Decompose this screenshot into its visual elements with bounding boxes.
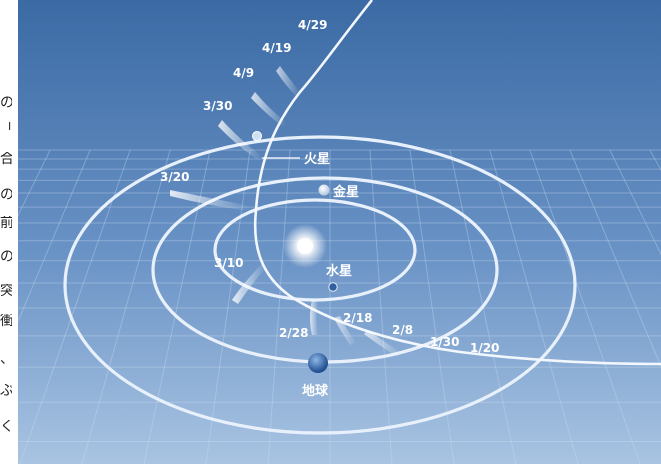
- side-text-fragment: 「: [0, 122, 12, 136]
- comet-tail: [364, 330, 402, 357]
- earth-label: 地球: [302, 383, 329, 399]
- date-label-4-19: 4/19: [262, 41, 291, 55]
- date-label-1-20: 1/20: [470, 341, 499, 355]
- mercury-planet: [328, 282, 338, 292]
- mercury-label: 水星: [326, 263, 352, 279]
- grid-line: [569, 149, 661, 368]
- side-text-strip: の 「 合 の 前 の 突 衝 、 ぶ く: [0, 0, 18, 464]
- comet-tail: [310, 300, 318, 335]
- venus-planet: [318, 184, 330, 196]
- side-text-fragment: 、: [0, 352, 12, 366]
- mercury-orbit: [213, 198, 417, 302]
- date-label-2-18: 2/18: [343, 311, 372, 325]
- side-text-fragment: の: [0, 188, 12, 202]
- mars-label: 火星: [304, 152, 330, 167]
- grid-line: [0, 149, 91, 366]
- side-text-fragment: く: [0, 420, 12, 434]
- date-label-3-10: 3/10: [214, 256, 243, 270]
- comet-tail: [251, 92, 286, 126]
- side-text-fragment: の: [0, 96, 12, 110]
- grid-line: [529, 149, 641, 464]
- date-label-1-30: 1/30: [430, 335, 459, 349]
- grid-line: [369, 149, 393, 464]
- side-text-fragment: ぶ: [0, 384, 12, 398]
- comet-tail: [276, 66, 300, 96]
- side-text-fragment: の: [0, 250, 12, 264]
- side-text-fragment: 突: [0, 284, 12, 298]
- comet-tail: [218, 120, 262, 160]
- comet-tail: [334, 316, 356, 345]
- grid-line: [19, 149, 131, 464]
- side-text-fragment: 前: [0, 216, 12, 230]
- grid-line: [609, 149, 661, 256]
- comet-trajectory: [253, 0, 661, 366]
- grid-line: [205, 149, 251, 464]
- side-text-fragment: 合: [0, 152, 12, 166]
- earth-orbit: [63, 135, 577, 435]
- sun: [297, 238, 313, 254]
- venus-label: 金星: [332, 184, 359, 200]
- date-label-3-20: 3/20: [160, 170, 189, 184]
- date-label-2-8: 2/8: [392, 323, 413, 337]
- date-label-4-29: 4/29: [298, 18, 327, 32]
- date-label-2-28: 2/28: [279, 326, 308, 340]
- side-text-fragment: 衝: [0, 314, 12, 328]
- date-label-4-9: 4/9: [233, 66, 254, 80]
- date-label-3-30: 3/30: [203, 99, 232, 113]
- comet-tail: [170, 190, 250, 211]
- grid-line: [409, 149, 455, 464]
- mars-planet: [252, 131, 262, 141]
- grid-line: [0, 149, 51, 254]
- earth-planet: [308, 353, 328, 373]
- grid-line: [489, 149, 579, 464]
- grid-line: [81, 149, 171, 464]
- comet-tails: [170, 66, 402, 357]
- comet-tail: [232, 264, 266, 304]
